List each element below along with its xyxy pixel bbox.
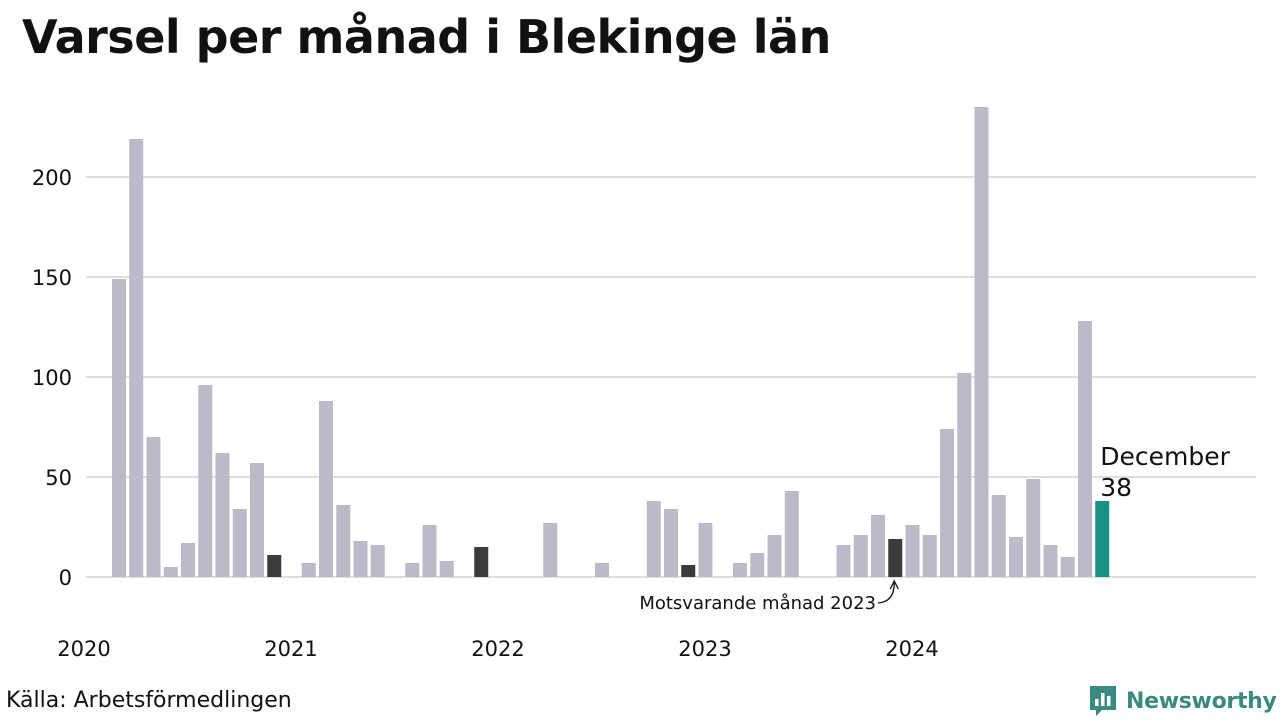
bar <box>940 429 954 577</box>
x-tick-label: 2024 <box>885 637 938 661</box>
bar <box>1043 545 1058 577</box>
bar <box>215 453 230 577</box>
bar <box>1060 557 1075 577</box>
y-tick-label: 150 <box>32 266 72 290</box>
bar <box>1078 321 1092 577</box>
x-tick-label: 2020 <box>57 637 110 661</box>
annotation-arrowhead <box>889 579 899 590</box>
bar <box>543 523 558 577</box>
bar <box>370 545 385 577</box>
brand-logo: Newsworthy <box>1088 684 1277 718</box>
bar <box>905 525 920 577</box>
x-tick-label: 2023 <box>678 637 731 661</box>
bar <box>595 563 609 577</box>
bar <box>853 535 868 577</box>
bar <box>784 491 799 577</box>
bar <box>698 523 713 577</box>
chart-title: Varsel per månad i Blekinge län <box>22 10 831 64</box>
bar <box>681 565 696 577</box>
bar <box>112 279 126 577</box>
bar <box>1095 501 1110 577</box>
bar <box>646 501 661 577</box>
y-tick-label: 200 <box>32 166 72 190</box>
bar <box>922 535 937 577</box>
bar <box>129 139 144 577</box>
bar <box>957 373 972 577</box>
bars <box>112 107 1110 577</box>
bar <box>181 543 195 577</box>
bar <box>163 567 178 577</box>
bar <box>664 509 678 577</box>
bar <box>267 555 282 577</box>
annotation-arrow <box>877 582 895 604</box>
bar <box>232 509 247 577</box>
callout-month-label: December <box>1100 442 1230 471</box>
bar <box>319 401 333 577</box>
bar <box>1009 537 1023 577</box>
bar <box>733 563 747 577</box>
source-note: Källa: Arbetsförmedlingen <box>6 688 292 713</box>
bar <box>871 515 885 577</box>
bar <box>250 463 264 577</box>
bar <box>301 563 316 577</box>
y-tick-label: 50 <box>45 466 72 490</box>
bar <box>146 437 161 577</box>
bar <box>422 525 437 577</box>
bar <box>336 505 351 577</box>
annotation: Motsvarande månad 2023 <box>639 579 899 614</box>
y-tick-label: 100 <box>32 366 72 390</box>
bar <box>991 495 1006 577</box>
bar <box>750 553 765 577</box>
brand-name: Newsworthy <box>1126 688 1277 714</box>
bar <box>836 545 851 577</box>
newsworthy-chart-icon <box>1090 686 1116 716</box>
bar <box>1026 479 1041 577</box>
y-tick-label: 0 <box>59 566 72 590</box>
bar <box>474 547 489 577</box>
y-axis-ticks: 0 50 100 150 200 <box>32 166 72 590</box>
x-tick-label: 2022 <box>471 637 524 661</box>
bar-chart: 0 50 100 150 200 2020 2021 2022 2023 2024 Motsva… <box>32 107 1256 661</box>
callout-value-label: 38 <box>1100 473 1132 502</box>
bar <box>198 385 213 577</box>
bar <box>974 107 989 577</box>
bar <box>767 535 782 577</box>
bar <box>353 541 368 577</box>
x-axis-ticks: 2020 2021 2022 2023 2024 <box>57 637 938 661</box>
bar <box>888 539 903 577</box>
bar <box>439 561 454 577</box>
x-tick-label: 2021 <box>264 637 317 661</box>
annotation-label: Motsvarande månad 2023 <box>639 593 876 614</box>
bar <box>405 563 420 577</box>
